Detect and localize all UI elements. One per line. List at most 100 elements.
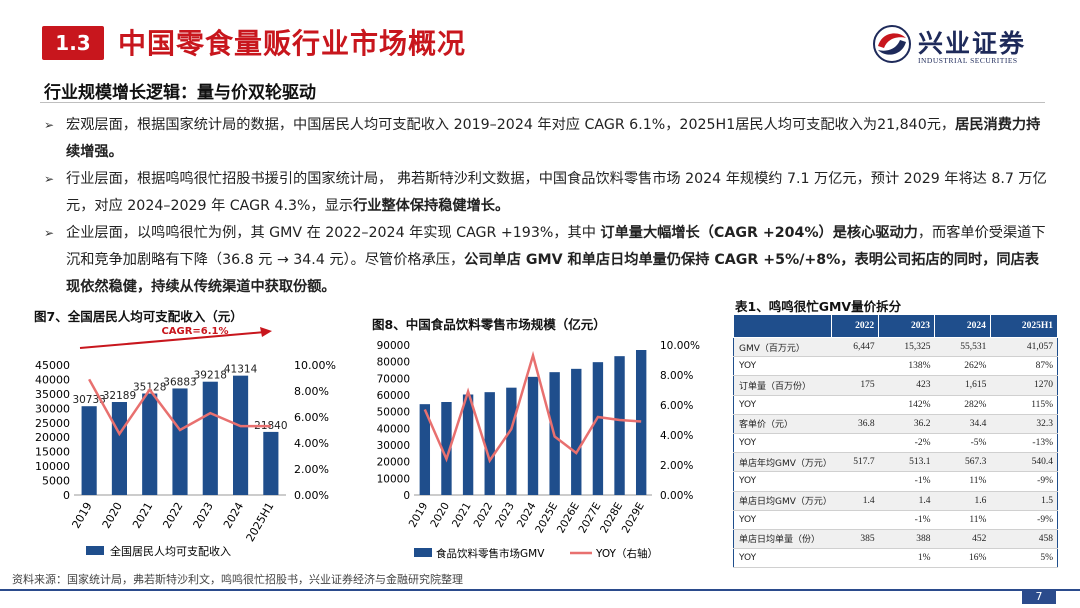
y-tick-label: 0 [403,490,410,502]
table-cell: YOY [733,356,832,377]
table-header-cell [733,314,832,338]
y-tick-label: 35000 [35,388,70,401]
bullet-text-tail: ，而客单价受渠道下沉和竞争加剧略有下降（36.8 元 → 34.4 元）。尽管价… [66,225,1046,268]
table-cell: 175 [831,375,879,396]
x-tick-label: 2024 [221,500,246,531]
table-row: YOY -1% 11% -9% [733,471,1058,492]
table-row: GMV（百万元） 6,447 15,325 55,531 41,057 [733,337,1058,358]
x-tick-label: 2020 [100,500,125,531]
x-tick-label: 2023 [493,501,517,530]
bar [263,431,279,495]
table-cell: -13% [990,433,1058,454]
table-row: YOY 1% 16% 5% [733,548,1058,569]
y-tick-label: 5000 [42,475,70,488]
table-cell: 32.3 [990,414,1058,434]
bar [635,350,647,495]
y-tick-label: 20000 [377,457,410,469]
table-cell: 单店日均单量（份） [733,529,832,550]
table-row: 单店日均单量（份） 385 388 452 458 [733,529,1058,550]
table-cell: -5% [934,433,991,454]
table-cell: 6,447 [831,337,879,358]
table-row: YOY 138% 262% 87% [733,356,1058,377]
legend-label: 食品饮料零售市场GMV [436,547,545,560]
table-cell: 1.4 [878,491,935,511]
y-tick-label: 0 [63,489,70,502]
table-cell: 订单量（百万份） [733,375,832,396]
table-cell: -9% [990,471,1058,492]
bullet-arrow-icon: ➢ [44,118,55,132]
table-row: 订单量（百万份） 175 423 1,615 1270 [733,375,1058,396]
x-tick-label: 2021 [130,500,155,531]
table-cell: 36.8 [831,414,879,434]
table-cell: YOY [733,433,832,454]
cagr-arrow-line [79,331,266,349]
y2-tick-label: 6.00% [294,411,329,424]
table-header-row: 2022 2023 2024 2025H1 [733,314,1059,338]
table-cell: 11% [934,510,991,530]
data-label: 41314 [224,364,258,376]
y-tick-label: 45000 [35,359,70,372]
bar [462,394,474,495]
table-cell: YOY [733,510,832,530]
bar [527,376,539,495]
y2-tick-label: 6.00% [660,400,693,412]
bar [506,387,517,495]
table-cell: 1.4 [831,491,879,511]
bullet-arrow-icon: ➢ [44,226,55,240]
table-cell [831,510,879,530]
table-cell: -9% [990,510,1058,530]
y2-tick-label: 8.00% [294,385,329,398]
x-tick-label: 2022 [160,500,185,531]
table-header-cell: 2023 [878,314,935,338]
bullet-industry: ➢ 行业层面，根据鸣鸣很忙招股书援引的国家统计局， 弗若斯特沙利文数据，中国食品… [44,166,1049,220]
table-cell: 87% [990,356,1058,377]
table-cell: 55,531 [934,337,991,358]
y2-tick-label: 8.00% [660,370,693,382]
bar [484,392,495,495]
table-row: 客单价（元） 36.8 36.2 34.4 32.3 [733,414,1058,434]
y-tick-label: 70000 [377,373,410,385]
y-tick-label: 80000 [377,357,410,369]
bar [441,402,452,495]
table-cell: 客单价（元） [733,414,832,434]
x-tick-label: 2020 [428,501,452,530]
table-header-cell: 2024 [934,314,991,338]
legend-swatch [86,546,104,555]
data-label: 36883 [163,376,196,388]
logo-emblem-icon [873,25,911,63]
bar [142,393,158,495]
bar [202,381,218,495]
bullet-list: ➢ 宏观层面，根据国家统计局的数据，中国居民人均可支配收入 2019–2024 … [44,112,1049,301]
table-cell: 513.1 [878,452,935,473]
bar [614,356,625,495]
y2-tick-label: 4.00% [660,430,693,442]
table-cell: 1.5 [990,491,1058,511]
company-logo: 兴业证券 INDUSTRIAL SECURITIES [872,22,1062,72]
yoy-line [88,378,271,437]
chart-title-market: 图8、中国食品饮料零售市场规模（亿元） [372,317,606,332]
footer-divider [0,589,1080,591]
y-tick-label: 15000 [35,446,70,459]
table-cell: 282% [934,395,991,415]
table-cell [831,548,879,569]
bullet-highlight: 订单量大幅增长（CAGR +204%）是核心驱动力 [600,225,918,241]
table-cell: 16% [934,548,991,569]
bullet-company: ➢ 企业层面，以鸣鸣很忙为例，其 GMV 在 2022–2024 年实现 CAG… [44,220,1049,301]
table-row: 单店日均GMV（万元） 1.4 1.4 1.6 1.5 [733,491,1058,511]
table-cell [831,433,879,454]
bar [571,368,582,495]
table-cell: YOY [733,395,832,415]
divider [40,102,1045,103]
x-tick-label: 2025H1 [244,500,277,544]
page-number: 7 [1022,590,1056,604]
bullet-macro: ➢ 宏观层面，根据国家统计局的数据，中国居民人均可支配收入 2019–2024 … [44,112,1049,166]
table-cell: YOY [733,548,832,569]
table-cell: YOY [733,471,832,492]
table-cell: 423 [878,375,935,396]
legend-label: 全国居民人均可支配收入 [110,544,231,558]
table-cell: -2% [878,433,935,454]
y-tick-label: 40000 [377,423,410,435]
bullet-arrow-icon: ➢ [44,172,55,186]
table-cell: 142% [878,395,935,415]
